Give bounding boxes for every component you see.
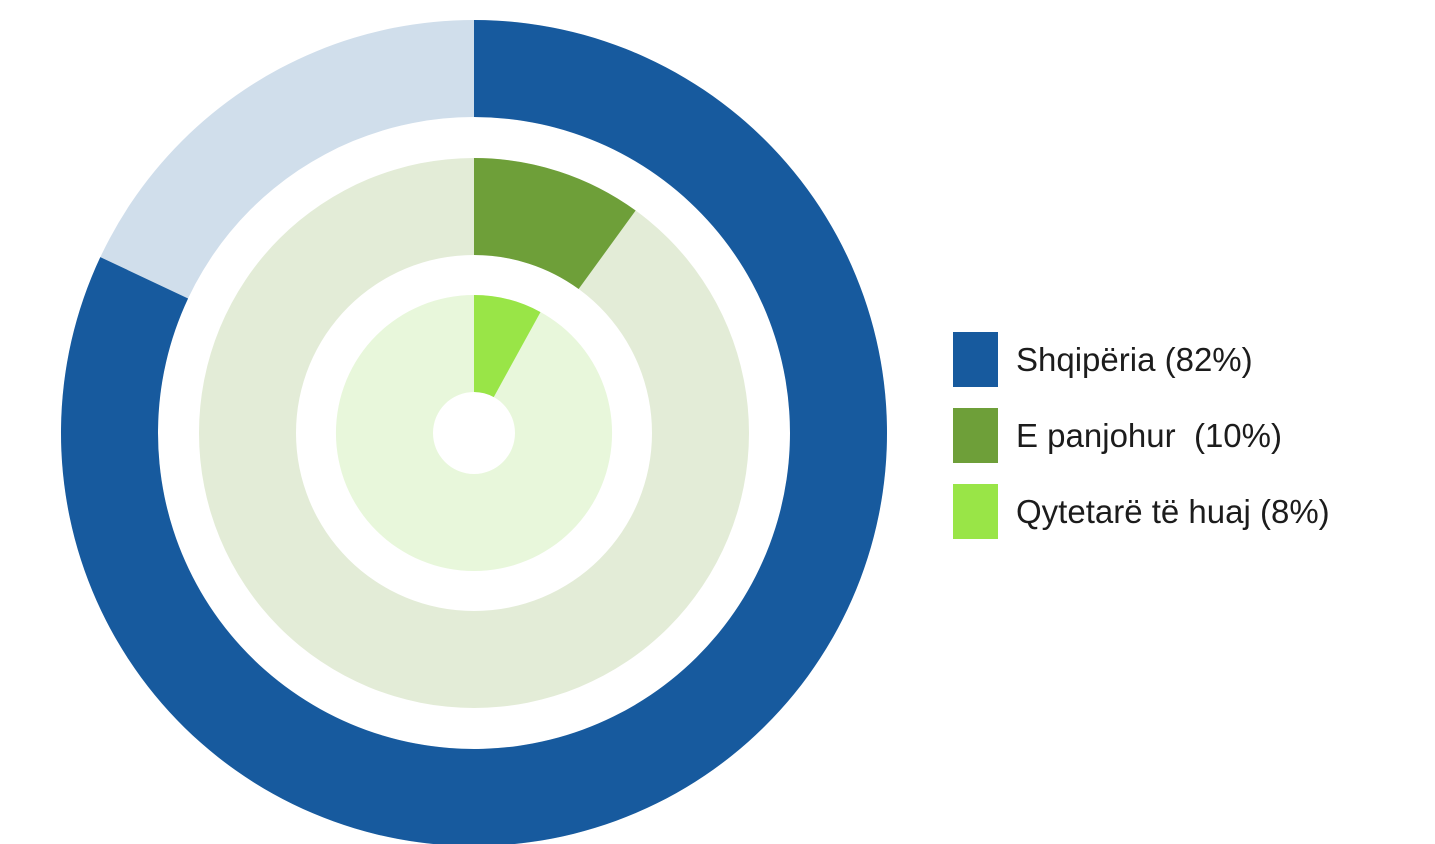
legend-label-e-panjohur: E panjohur (10%) — [1016, 417, 1282, 454]
legend-swatch-e-panjohur — [953, 408, 998, 463]
legend-label-shqiperia: Shqipëria (82%) — [1016, 341, 1253, 378]
ring-bar-qytetare-te-huaj — [474, 295, 541, 398]
legend-label-qytetare-te-huaj: Qytetarë të huaj (8%) — [1016, 493, 1330, 530]
legend-item-shqiperia: Shqipëria (82%) — [953, 331, 1423, 388]
ring-track-qytetare-te-huaj — [335, 295, 613, 572]
legend: Shqipëria (82%) E panjohur (10%) Qytetar… — [953, 331, 1423, 559]
ring-bar-e-panjohur — [474, 158, 636, 289]
legend-item-qytetare-te-huaj: Qytetarë të huaj (8%) — [953, 483, 1423, 540]
legend-swatch-shqiperia — [953, 332, 998, 387]
radial-bar-chart — [61, 20, 887, 844]
legend-item-e-panjohur: E panjohur (10%) — [953, 407, 1423, 464]
ring-track-e-panjohur — [199, 158, 749, 708]
legend-swatch-qytetare-te-huaj — [953, 484, 998, 539]
